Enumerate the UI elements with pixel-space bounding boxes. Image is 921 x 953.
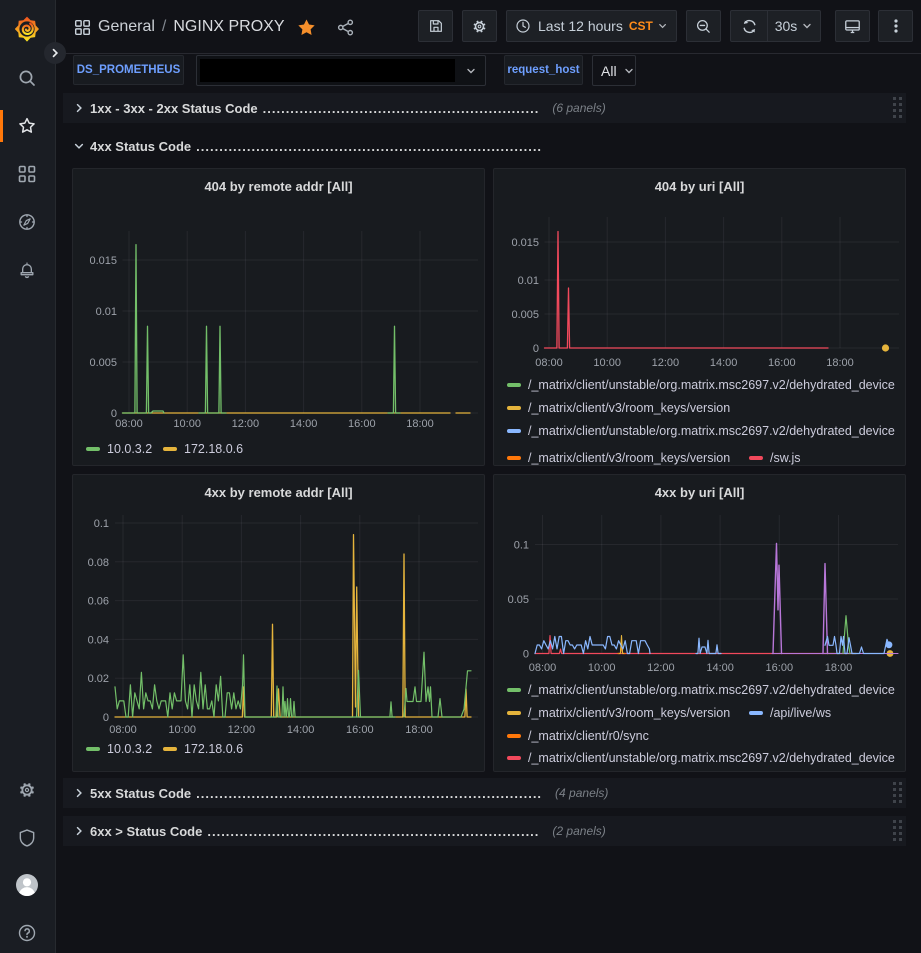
svg-text:0.05: 0.05: [508, 594, 529, 606]
svg-text:14:00: 14:00: [706, 662, 734, 674]
svg-text:18:00: 18:00: [405, 724, 433, 736]
svg-text:0.015: 0.015: [89, 255, 117, 267]
svg-text:12:00: 12:00: [228, 724, 256, 736]
svg-text:16:00: 16:00: [768, 357, 796, 369]
svg-text:0.1: 0.1: [514, 540, 529, 552]
svg-text:10:00: 10:00: [588, 662, 616, 674]
svg-text:08:00: 08:00: [109, 724, 137, 736]
svg-text:08:00: 08:00: [529, 662, 557, 674]
svg-text:0.08: 0.08: [88, 557, 109, 569]
svg-text:18:00: 18:00: [826, 357, 854, 369]
svg-text:12:00: 12:00: [232, 418, 260, 430]
svg-text:14:00: 14:00: [290, 418, 318, 430]
svg-text:14:00: 14:00: [287, 724, 315, 736]
svg-text:0.01: 0.01: [96, 306, 117, 318]
svg-text:10:00: 10:00: [593, 357, 621, 369]
svg-text:0.02: 0.02: [88, 673, 109, 685]
svg-text:0: 0: [523, 649, 529, 661]
svg-text:0.06: 0.06: [88, 596, 109, 608]
svg-text:0.005: 0.005: [511, 309, 539, 321]
svg-text:0.005: 0.005: [89, 357, 117, 369]
svg-text:10:00: 10:00: [173, 418, 201, 430]
svg-text:0: 0: [111, 408, 117, 420]
svg-text:16:00: 16:00: [346, 724, 374, 736]
svg-text:0: 0: [533, 343, 539, 355]
svg-text:16:00: 16:00: [348, 418, 376, 430]
svg-text:16:00: 16:00: [766, 662, 794, 674]
svg-text:12:00: 12:00: [647, 662, 675, 674]
svg-text:08:00: 08:00: [535, 357, 563, 369]
svg-text:10:00: 10:00: [168, 724, 196, 736]
svg-text:18:00: 18:00: [406, 418, 434, 430]
svg-text:18:00: 18:00: [825, 662, 853, 674]
svg-text:0.015: 0.015: [511, 237, 539, 249]
svg-text:0.01: 0.01: [518, 275, 539, 287]
svg-text:14:00: 14:00: [710, 357, 738, 369]
svg-text:12:00: 12:00: [652, 357, 680, 369]
svg-text:08:00: 08:00: [115, 418, 143, 430]
svg-text:0.04: 0.04: [88, 634, 109, 646]
svg-text:0.1: 0.1: [94, 518, 109, 530]
svg-text:0: 0: [103, 712, 109, 724]
